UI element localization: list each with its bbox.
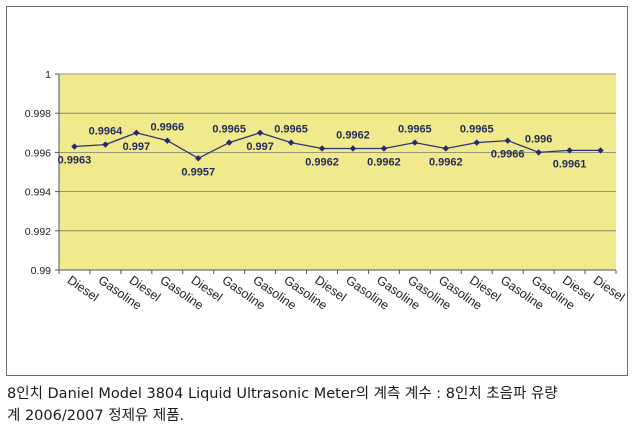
data-label: 0.9962 [429, 156, 463, 168]
data-point [597, 147, 604, 154]
x-tick-label: Diesel [591, 273, 627, 304]
plot-area [59, 74, 616, 270]
data-label: 0.9961 [553, 158, 587, 170]
data-point [411, 139, 419, 146]
y-tick-label: 0.99 [31, 265, 52, 277]
data-point [256, 129, 264, 136]
data-label: 0.997 [123, 141, 151, 153]
data-point [71, 143, 78, 150]
data-label: 0.9957 [181, 166, 215, 178]
data-point [535, 149, 542, 156]
data-point [318, 145, 326, 152]
y-tick-label: 0.992 [25, 226, 51, 238]
y-tick-label: 0.998 [25, 108, 51, 120]
data-point [287, 139, 295, 146]
data-label: 0.9962 [305, 156, 339, 168]
data-point [195, 155, 202, 162]
caption-line-2: 계 2006/2007 정제유 제품. [7, 408, 185, 424]
caption-line-1: 8인치 Daniel Model 3804 Liquid Ultrasonic … [7, 386, 558, 402]
data-label: 0.9965 [274, 124, 308, 136]
data-label: 0.9965 [398, 124, 432, 136]
data-label: 0.9963 [58, 155, 92, 167]
y-tick-label: 0.996 [25, 147, 51, 159]
data-label: 0.9962 [367, 156, 401, 168]
data-point [133, 129, 140, 136]
data-label: 0.9965 [460, 124, 494, 136]
data-label: 0.9966 [150, 122, 184, 134]
data-point [225, 139, 233, 146]
data-label: 0.996 [525, 133, 553, 145]
data-point [164, 137, 171, 144]
data-point [380, 145, 388, 152]
y-tick-labels: 0.99 0.992 0.994 0.996 0.998 1 [25, 69, 51, 277]
data-label: 0.9966 [491, 149, 525, 161]
data-labels: 0.99630.99640.9970.99660.99570.99650.997… [58, 122, 587, 179]
data-point [473, 139, 480, 146]
x-tick-labels: DieselGasolineDieselGasolineDieselGasoli… [65, 273, 628, 313]
data-point [102, 141, 109, 148]
data-point [442, 145, 450, 152]
data-label: 0.997 [246, 141, 274, 153]
data-point [504, 137, 511, 144]
y-tick-label: 1 [45, 69, 51, 81]
series-line [74, 132, 601, 160]
gridlines [59, 73, 616, 232]
data-point [349, 145, 357, 152]
series-markers [71, 129, 604, 162]
figure-caption: 8인치 Daniel Model 3804 Liquid Ultrasonic … [7, 383, 632, 427]
data-point [566, 147, 573, 154]
y-tick-label: 0.994 [25, 187, 51, 199]
data-label: 0.9962 [336, 129, 370, 141]
data-label: 0.9964 [89, 126, 124, 138]
line-chart: 0.99 0.992 0.994 0.996 0.998 1 DieselGasoline… [25, 69, 628, 313]
x-tick-label: Diesel [65, 273, 101, 304]
data-label: 0.9965 [212, 124, 246, 136]
axes [55, 73, 617, 274]
